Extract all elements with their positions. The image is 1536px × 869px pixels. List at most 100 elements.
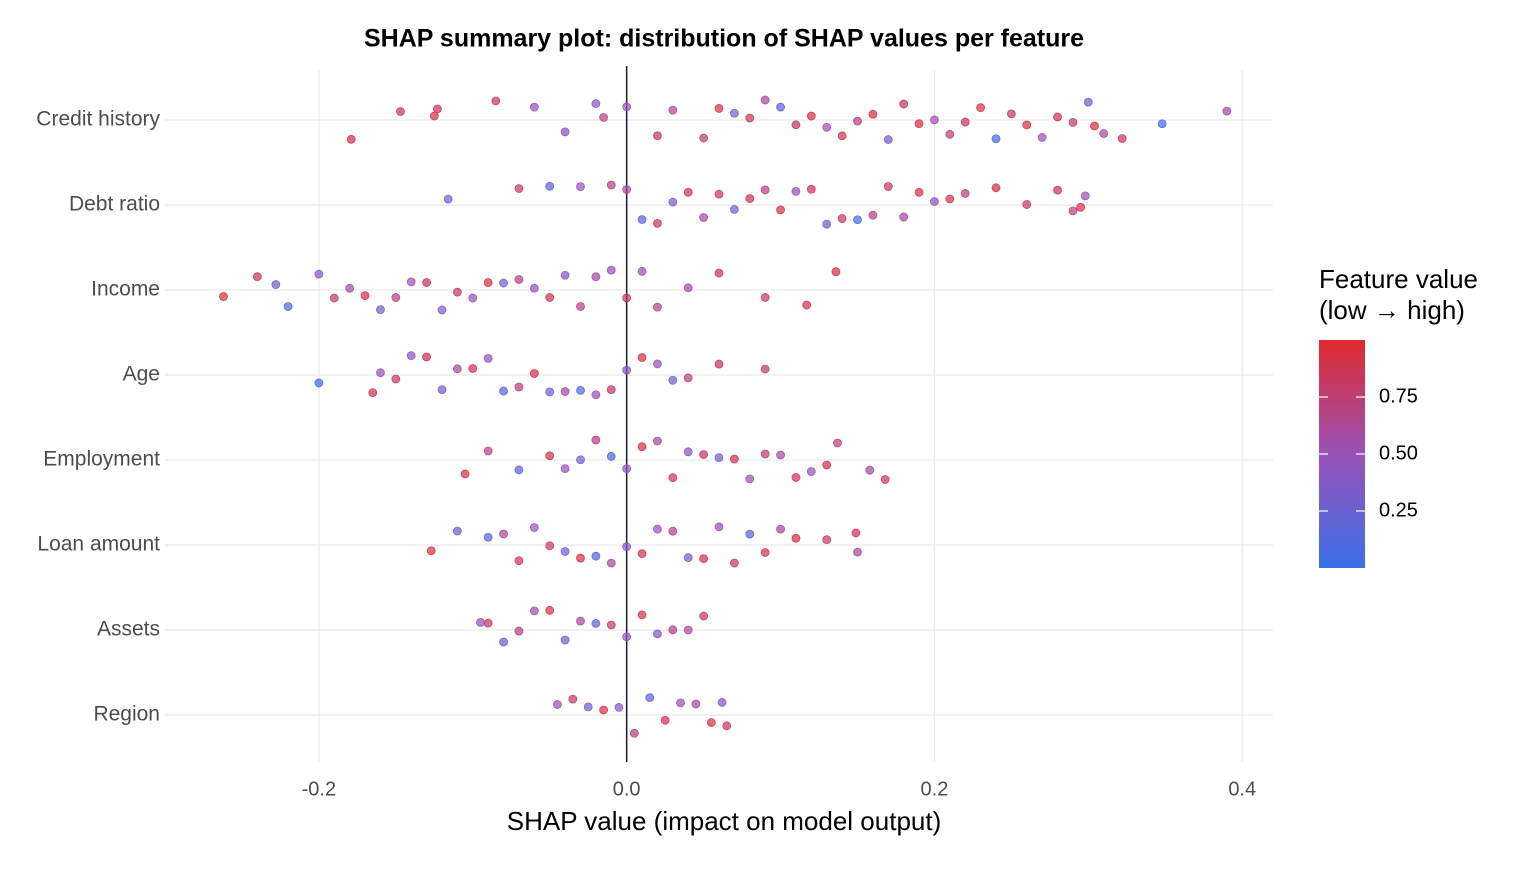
point <box>914 119 924 129</box>
point <box>622 293 632 303</box>
point <box>760 185 770 195</box>
point <box>622 365 632 375</box>
point <box>865 465 875 475</box>
point <box>683 283 693 293</box>
point <box>745 529 755 539</box>
x-tick-label: 0.2 <box>921 778 949 800</box>
point <box>591 619 601 628</box>
point <box>468 364 478 373</box>
point <box>622 185 632 194</box>
point <box>622 632 632 642</box>
point <box>1053 185 1062 195</box>
point <box>345 283 355 293</box>
point <box>791 533 801 543</box>
point <box>483 532 493 542</box>
point <box>745 474 755 484</box>
point <box>729 108 739 118</box>
point <box>591 435 601 445</box>
point <box>529 606 539 616</box>
point <box>729 454 739 464</box>
point <box>606 265 616 275</box>
point <box>914 187 924 197</box>
point <box>976 103 986 113</box>
point <box>422 278 432 287</box>
point <box>406 277 416 287</box>
point <box>714 189 724 199</box>
point <box>483 278 493 287</box>
point <box>499 278 508 288</box>
point <box>831 267 841 277</box>
point <box>760 293 770 302</box>
point <box>271 280 281 289</box>
point <box>776 102 785 112</box>
point <box>776 450 785 460</box>
y-tick-label: Employment <box>43 448 160 471</box>
point <box>576 385 585 395</box>
point <box>1157 119 1167 129</box>
point <box>252 272 262 282</box>
point <box>668 375 678 385</box>
point <box>591 99 601 108</box>
y-tick-label: Debt ratio <box>69 193 160 216</box>
point <box>1037 133 1047 142</box>
point <box>591 272 601 282</box>
point <box>560 270 570 280</box>
point <box>822 122 832 132</box>
point <box>722 721 732 731</box>
point <box>880 475 890 484</box>
point <box>683 373 693 383</box>
point <box>529 369 539 378</box>
point <box>568 694 578 704</box>
point <box>376 305 385 315</box>
point <box>1090 121 1099 131</box>
point <box>822 219 832 229</box>
point <box>930 115 939 125</box>
point <box>514 465 524 475</box>
y-tick-label: Age <box>123 363 160 386</box>
point <box>868 109 878 119</box>
point <box>406 351 416 360</box>
point <box>314 269 324 279</box>
x-axis-title: SHAP value (impact on model output) <box>507 806 942 836</box>
point <box>868 210 878 220</box>
point <box>560 127 570 137</box>
point <box>776 524 785 534</box>
point <box>545 387 555 397</box>
point <box>514 626 524 636</box>
point <box>637 610 647 620</box>
y-tick-label: Region <box>93 703 160 726</box>
point <box>391 374 401 384</box>
point <box>883 182 893 191</box>
point <box>791 120 801 130</box>
point <box>376 368 385 378</box>
point <box>583 702 593 712</box>
point <box>422 352 432 362</box>
point <box>699 554 709 564</box>
point <box>691 699 701 709</box>
point <box>683 625 693 635</box>
point <box>529 102 539 112</box>
point <box>660 715 670 725</box>
point <box>514 382 524 392</box>
point <box>606 385 616 394</box>
point <box>591 390 601 400</box>
point <box>606 620 616 630</box>
point <box>1022 120 1032 130</box>
point <box>437 385 447 395</box>
point <box>1080 191 1090 201</box>
point <box>653 302 662 312</box>
point <box>853 116 862 126</box>
point <box>668 526 678 536</box>
point <box>1068 118 1078 127</box>
point <box>745 194 755 203</box>
point <box>1222 106 1232 116</box>
point <box>806 467 816 476</box>
point <box>653 629 662 639</box>
point <box>945 129 955 139</box>
point <box>960 117 970 127</box>
point <box>714 453 724 463</box>
point <box>837 131 847 141</box>
point <box>491 96 501 106</box>
point <box>822 535 832 545</box>
point <box>699 611 709 621</box>
